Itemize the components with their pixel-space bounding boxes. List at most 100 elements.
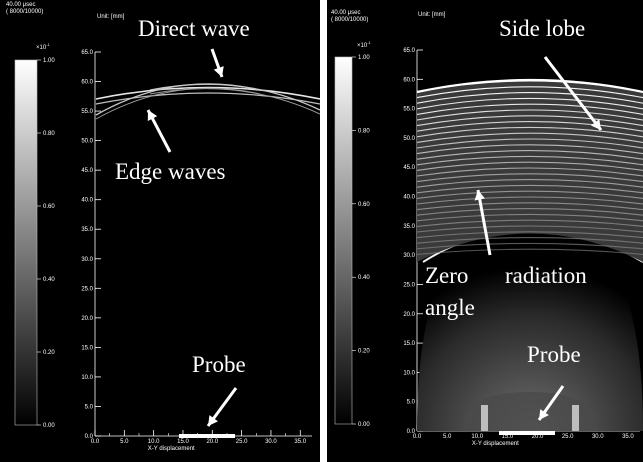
colorbar-tick-label: 0.60 — [43, 204, 55, 210]
side-lobe-fringe — [416, 219, 643, 227]
main-lobe — [417, 212, 643, 431]
edge-wave-arc — [149, 88, 320, 115]
probe-bar — [499, 431, 555, 435]
colorbar-tick-label: 1.00 — [43, 58, 55, 64]
x-tick-label: 5.0 — [443, 434, 452, 440]
arrow-probe — [537, 385, 565, 421]
arrow-head — [590, 119, 601, 130]
side-lobe-fringe — [416, 167, 643, 177]
y-tick-label: 10.0 — [403, 370, 415, 376]
side-lobe-fringe — [416, 179, 643, 188]
x-tick-label: 0.0 — [91, 439, 100, 445]
colorbar-tick-label: 0.80 — [43, 131, 55, 137]
x-tick-label: 25.0 — [562, 434, 574, 440]
side-lobe-fringe — [416, 225, 643, 233]
colorbar-tick-label: 0.40 — [358, 275, 370, 281]
left-panel: 40.00 μsec ( 8000/10000) Unit: [mm] ×10-… — [0, 0, 320, 462]
y-tick-label: 10.0 — [81, 375, 93, 381]
near-field — [462, 392, 598, 431]
y-tick-label: 20.0 — [81, 316, 93, 322]
colorbar — [14, 59, 38, 426]
y-tick-label: 30.0 — [81, 257, 93, 263]
colorbar-tick-label: 1.00 — [358, 55, 370, 61]
side-lobe-fringe — [416, 126, 643, 138]
x-tick-label: 30.0 — [592, 434, 604, 440]
probe-label: Probe — [192, 352, 246, 377]
edge-waves-label: Edge waves — [115, 159, 226, 184]
simulation-plot-left: 1.00 0.80 0.60 0.40 0.20 0.00 65.0 60.0 55.0 50.0… — [14, 48, 320, 452]
side-lobe-fringe — [416, 155, 643, 166]
y-tick-label: 5.0 — [407, 400, 416, 406]
arrow-head — [474, 190, 485, 201]
y-tick-label: 35.0 — [81, 227, 93, 233]
arrow-zero-angle — [474, 189, 492, 256]
colorbar-tick-label: 0.20 — [43, 350, 55, 356]
side-lobe-fringe — [416, 109, 643, 121]
y-tick-label: 55.0 — [81, 109, 93, 115]
colorbar-tick-label: 0.60 — [358, 202, 370, 208]
x-tick-label: 0.0 — [413, 434, 422, 440]
side-lobe-fringe — [416, 196, 643, 205]
arrow-shaft — [476, 189, 492, 256]
side-lobe-fringe — [416, 97, 643, 110]
x-axis-label: X-Y displacement — [472, 441, 519, 447]
angle-label: angle — [425, 295, 475, 320]
direct-wave-label: Direct wave — [138, 16, 250, 41]
frame-label: ( 8000/10000) — [331, 17, 369, 23]
y-tick-label: 50.0 — [81, 139, 93, 145]
y-tick-label: 20.0 — [403, 312, 415, 318]
side-lobe-fringe — [416, 248, 643, 255]
y-tick-label: 15.0 — [81, 345, 93, 351]
unit-label: Unit: [mm] — [418, 12, 446, 18]
y-tick-label: 60.0 — [403, 77, 415, 83]
x-tick-label: 25.0 — [236, 439, 248, 445]
side-lobe-fringe — [416, 190, 643, 199]
side-lobe-fringe — [416, 132, 643, 143]
side-lobe-label: Side lobe — [499, 16, 586, 41]
side-lobe-fringe — [416, 231, 643, 239]
y-tick-label: 50.0 — [403, 136, 415, 142]
frame-label: ( 8000/10000) — [6, 9, 44, 15]
y-tick-label: 0.0 — [85, 434, 94, 440]
side-lobe-fringe — [416, 150, 643, 160]
y-tick-label: 40.0 — [81, 198, 93, 204]
side-lobe-fringe — [416, 144, 643, 155]
zero-label: Zero — [425, 263, 469, 288]
side-lobe-fringe — [416, 213, 643, 222]
arrow-probe — [206, 387, 238, 427]
side-lobe-fringe — [416, 121, 643, 132]
arrow-side-lobe — [543, 56, 603, 131]
y-tick-label: 45.0 — [81, 168, 93, 174]
side-lobe-fringe — [416, 202, 643, 211]
near-field-column — [572, 405, 579, 431]
simulation-plot-right: 1.00 0.80 0.60 0.40 0.20 0.00 65.0 60.0 55.0 50.0… — [334, 48, 643, 447]
y-tick-label: 0.0 — [407, 429, 416, 435]
x-tick-label: 35.0 — [294, 439, 306, 445]
y-tick-label: 25.0 — [403, 282, 415, 288]
side-lobe-fringe — [416, 103, 643, 115]
direct-wave-arc — [95, 86, 320, 100]
side-lobe-fringe — [416, 138, 643, 149]
x-tick-label: 20.0 — [532, 434, 544, 440]
probe-label: Probe — [527, 342, 581, 367]
scale-exponent: ×10-1 — [357, 40, 371, 49]
x-tick-label: 5.0 — [120, 439, 129, 445]
side-lobe-fringe — [416, 161, 643, 171]
side-lobe-fringe — [416, 242, 643, 250]
edge-wave-arc — [149, 83, 320, 111]
x-tick-label: 35.0 — [622, 434, 634, 440]
side-lobe-fringe — [416, 86, 643, 99]
side-lobe-fringe — [416, 115, 643, 127]
right-panel: 40.00 μsec ( 8000/10000) Unit: [mm] ×10-… — [327, 0, 643, 462]
side-lobe-fringe — [416, 208, 643, 216]
colorbar-tick-label: 0.00 — [43, 423, 55, 429]
side-lobe-fringe — [416, 173, 643, 183]
colorbar-tick-label: 0.20 — [358, 349, 370, 355]
probe-bar — [179, 434, 235, 438]
arrow-head — [539, 409, 549, 420]
x-tick-label: 10.0 — [148, 439, 160, 445]
x-tick-label: 15.0 — [502, 434, 514, 440]
time-label: 40.00 μsec — [6, 2, 36, 8]
y-tick-label: 40.0 — [403, 195, 415, 201]
colorbar-tick-label: 0.40 — [43, 277, 55, 283]
